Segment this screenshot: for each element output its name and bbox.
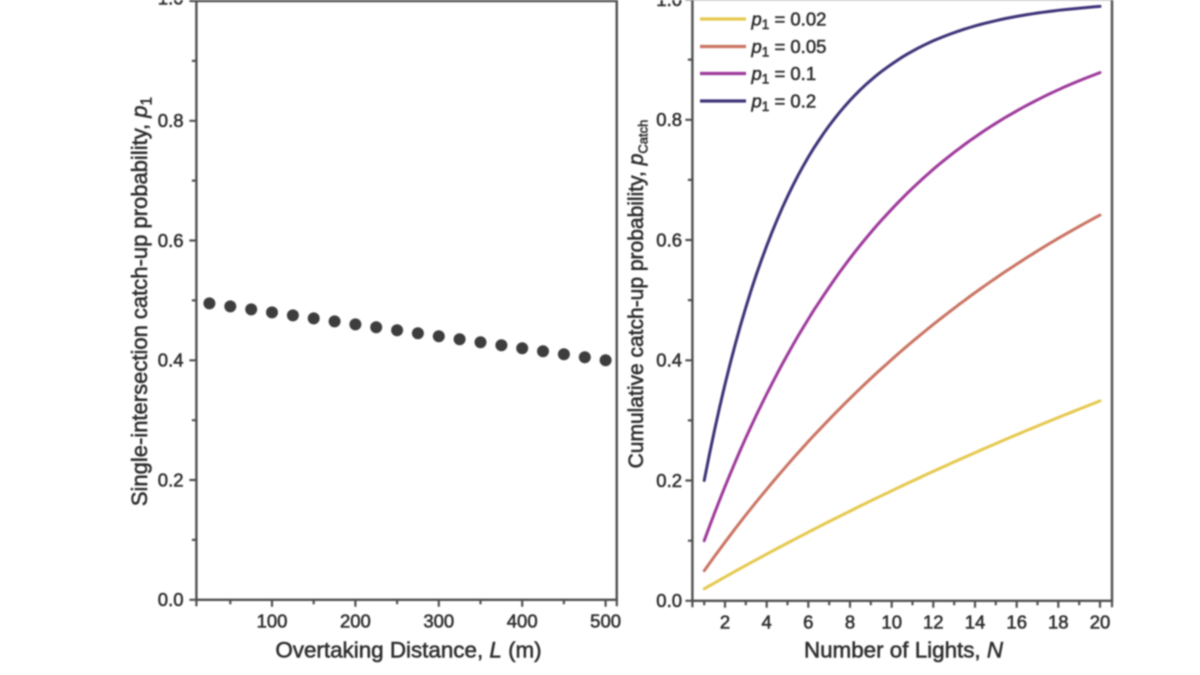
svg-text:14: 14 bbox=[965, 612, 986, 633]
svg-text:Overtaking Distance, L (m): Overtaking Distance, L (m) bbox=[275, 638, 541, 663]
svg-text:18: 18 bbox=[1048, 612, 1069, 633]
svg-text:Single-intersection catch-up p: Single-intersection catch-up probability… bbox=[127, 97, 156, 506]
svg-text:0.6: 0.6 bbox=[158, 230, 184, 251]
svg-text:2: 2 bbox=[720, 612, 730, 633]
svg-text:Number of Lights, N: Number of Lights, N bbox=[804, 638, 1004, 663]
svg-text:400: 400 bbox=[507, 611, 538, 632]
svg-text:500: 500 bbox=[590, 611, 621, 632]
svg-text:p1 = 0.05: p1 = 0.05 bbox=[751, 36, 827, 60]
svg-text:1.0: 1.0 bbox=[158, 0, 184, 8]
svg-text:p1 = 0.1: p1 = 0.1 bbox=[751, 63, 817, 87]
svg-text:0.2: 0.2 bbox=[656, 470, 682, 491]
svg-text:10: 10 bbox=[881, 612, 902, 633]
svg-text:12: 12 bbox=[923, 612, 944, 633]
svg-text:6: 6 bbox=[803, 612, 813, 633]
svg-text:p1 = 0.2: p1 = 0.2 bbox=[751, 90, 817, 114]
svg-text:1.0: 1.0 bbox=[656, 0, 682, 10]
svg-text:4: 4 bbox=[762, 612, 772, 633]
svg-text:0.8: 0.8 bbox=[656, 109, 682, 130]
svg-text:200: 200 bbox=[340, 611, 371, 632]
svg-text:Cumulative catch-up probabilit: Cumulative catch-up probability, pCatch bbox=[625, 120, 651, 469]
svg-text:20: 20 bbox=[1090, 612, 1111, 633]
svg-text:0.0: 0.0 bbox=[158, 589, 184, 610]
svg-text:16: 16 bbox=[1006, 612, 1027, 633]
svg-text:0.4: 0.4 bbox=[158, 350, 184, 371]
svg-text:0.4: 0.4 bbox=[656, 350, 682, 371]
svg-text:0.0: 0.0 bbox=[656, 590, 682, 611]
svg-text:0.8: 0.8 bbox=[158, 110, 184, 131]
svg-text:0.6: 0.6 bbox=[656, 229, 682, 250]
svg-text:0.2: 0.2 bbox=[158, 469, 184, 490]
svg-text:100: 100 bbox=[257, 611, 288, 632]
svg-text:p1 = 0.02: p1 = 0.02 bbox=[751, 8, 827, 32]
svg-text:8: 8 bbox=[845, 612, 855, 633]
svg-text:300: 300 bbox=[423, 611, 454, 632]
